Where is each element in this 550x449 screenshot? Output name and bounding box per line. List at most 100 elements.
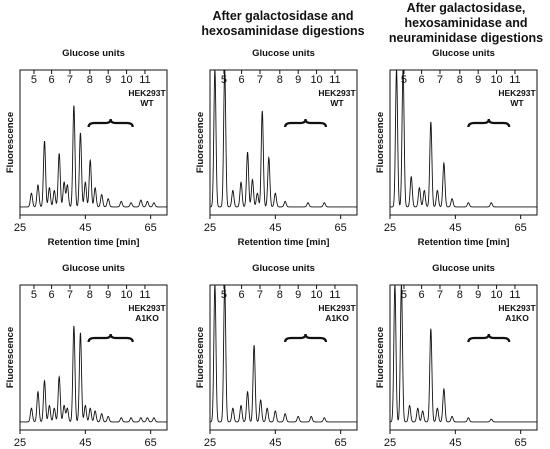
gu-tick-label: 6 — [419, 289, 425, 301]
gu-tick-label: 5 — [401, 74, 407, 86]
gu-tick-label: 6 — [419, 74, 425, 86]
gu-tick-label: 9 — [475, 289, 481, 301]
gu-tick-label: 11 — [329, 74, 340, 86]
gu-tick-label: 6 — [239, 289, 245, 301]
gu-tick-label: 9 — [295, 289, 301, 301]
sample-annotation: A1KO — [135, 313, 159, 323]
x-axis-label: Retention time [min] — [238, 237, 330, 248]
chromatogram-trace — [210, 70, 357, 208]
rt-tick-label: 65 — [145, 222, 157, 234]
gu-tick-label: 7 — [257, 74, 263, 86]
rt-tick-label: 45 — [79, 222, 91, 234]
rt-tick-label: 45 — [269, 437, 281, 449]
gu-tick-label: 10 — [310, 289, 322, 301]
gu-tick-label: 7 — [437, 289, 443, 301]
sample-annotation: WT — [330, 98, 344, 108]
glucose-units-label: Glucose units — [432, 263, 495, 274]
plot-frame — [19, 69, 168, 216]
chromatogram-trace — [390, 70, 537, 208]
y-axis-label: Fluorescence — [195, 327, 206, 388]
gu-tick-label: 6 — [239, 74, 245, 86]
glycan-bracket — [284, 118, 328, 128]
rt-tick-label: 65 — [515, 222, 527, 234]
gu-tick-label: 7 — [437, 74, 443, 86]
gu-tick-label: 11 — [509, 74, 520, 86]
gu-tick-label: 7 — [257, 289, 263, 301]
plot-frame — [209, 284, 358, 431]
gu-tick-label: 8 — [277, 289, 283, 301]
glycan-bracket — [87, 118, 134, 128]
gu-tick-label: 8 — [277, 74, 283, 86]
chromatogram-trace — [20, 325, 167, 423]
gu-tick-label: 9 — [105, 74, 111, 86]
rt-tick-label: 65 — [335, 437, 347, 449]
gu-tick-label: 11 — [139, 74, 150, 86]
sample-annotation: A1KO — [325, 313, 349, 323]
sample-annotation: HEK293T — [498, 303, 536, 313]
rt-tick-label: 25 — [384, 437, 396, 449]
x-axis-label: Retention time [min] — [48, 237, 140, 248]
gu-tick-label: 10 — [490, 289, 502, 301]
rt-tick-label: 45 — [449, 222, 461, 234]
chromatogram-trace — [20, 105, 167, 208]
sample-annotation: HEK293T — [318, 303, 356, 313]
gu-tick-label: 8 — [457, 74, 463, 86]
gu-tick-label: 8 — [87, 74, 93, 86]
sample-annotation: HEK293T — [128, 88, 166, 98]
plot-frame — [389, 69, 538, 216]
gu-tick-label: 10 — [310, 74, 322, 86]
sample-annotation: HEK293T — [498, 88, 536, 98]
glycan-bracket — [87, 333, 134, 343]
rt-tick-label: 65 — [335, 222, 347, 234]
glucose-units-label: Glucose units — [252, 48, 315, 59]
gu-tick-label: 5 — [401, 289, 407, 301]
rt-tick-label: 65 — [145, 437, 157, 449]
sample-annotation: HEK293T — [128, 303, 166, 313]
rt-tick-label: 65 — [515, 437, 527, 449]
sample-annotation: WT — [510, 98, 524, 108]
sample-annotation: WT — [140, 98, 154, 108]
rt-tick-label: 25 — [204, 222, 216, 234]
gu-tick-label: 7 — [67, 289, 73, 301]
gu-tick-label: 9 — [295, 74, 301, 86]
gu-tick-label: 6 — [49, 74, 55, 86]
gu-tick-label: 7 — [67, 74, 73, 86]
glycan-bracket — [467, 333, 511, 343]
rt-tick-label: 25 — [384, 222, 396, 234]
gu-tick-label: 8 — [87, 289, 93, 301]
column-title-line: neuraminidase digestions — [389, 31, 543, 45]
glucose-units-label: Glucose units — [432, 48, 495, 59]
gu-tick-label: 10 — [490, 74, 502, 86]
rt-tick-label: 25 — [14, 222, 26, 234]
plot-frame — [389, 284, 538, 431]
gu-tick-label: 11 — [139, 289, 150, 301]
x-axis-label: Retention time [min] — [418, 237, 510, 248]
y-axis-label: Fluorescence — [5, 112, 16, 173]
y-axis-label: Fluorescence — [375, 327, 386, 388]
sample-annotation: A1KO — [505, 313, 529, 323]
glucose-units-label: Glucose units — [62, 263, 125, 274]
gu-tick-label: 11 — [329, 289, 340, 301]
column-title-line: After galactosidase, — [407, 1, 526, 15]
plot-frame — [209, 69, 358, 216]
column-title-line: hexosaminidase and — [405, 16, 528, 30]
rt-tick-label: 25 — [14, 437, 26, 449]
plot-frame — [19, 284, 168, 431]
rt-tick-label: 25 — [204, 437, 216, 449]
glycan-bracket — [467, 118, 511, 128]
gu-tick-label: 6 — [49, 289, 55, 301]
y-axis-label: Fluorescence — [375, 112, 386, 173]
column-title-line: hexosaminidase digestions — [201, 24, 364, 38]
gu-tick-label: 9 — [475, 74, 481, 86]
column-title-line: After galactosidase and — [212, 9, 353, 23]
glucose-units-label: Glucose units — [252, 263, 315, 274]
y-axis-label: Fluorescence — [195, 112, 206, 173]
chromatogram-trace — [390, 285, 537, 423]
